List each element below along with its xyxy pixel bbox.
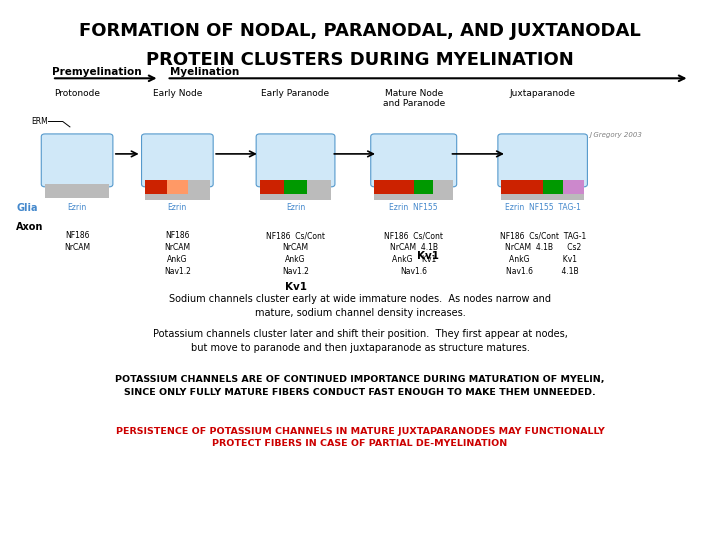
Text: NrCAM: NrCAM	[164, 243, 190, 252]
Text: NF186  Cs/Cont: NF186 Cs/Cont	[384, 231, 444, 240]
Bar	[307, 180, 331, 194]
Bar	[501, 194, 584, 200]
Text: ERM: ERM	[32, 117, 48, 126]
Text: Mature Node
and Paranode: Mature Node and Paranode	[382, 89, 445, 109]
Text: Ezrin: Ezrin	[286, 204, 305, 212]
Bar	[394, 180, 414, 194]
Text: Kv1: Kv1	[284, 282, 307, 292]
Text: AnkG    Kv1: AnkG Kv1	[392, 255, 436, 264]
Bar	[145, 194, 210, 200]
Bar	[284, 180, 307, 194]
Text: AnkG: AnkG	[167, 255, 188, 264]
FancyBboxPatch shape	[498, 134, 588, 187]
Bar	[522, 180, 543, 194]
Text: Ezrin: Ezrin	[168, 204, 187, 212]
Text: Ezrin  NF155  TAG-1: Ezrin NF155 TAG-1	[505, 204, 580, 212]
Text: Axon: Axon	[16, 222, 44, 232]
Text: Premyelination: Premyelination	[52, 66, 142, 77]
Text: Nav1.6            4.1B: Nav1.6 4.1B	[506, 267, 579, 276]
Bar	[374, 180, 394, 194]
Text: Early Paranode: Early Paranode	[261, 89, 330, 98]
Text: NrCAM  4.1B      Cs2: NrCAM 4.1B Cs2	[505, 243, 581, 252]
Text: Kv1: Kv1	[417, 251, 439, 261]
Bar	[563, 180, 584, 194]
Bar	[374, 194, 453, 200]
Bar	[260, 180, 284, 194]
Text: AnkG              Kv1: AnkG Kv1	[508, 255, 577, 264]
Text: AnkG: AnkG	[285, 255, 306, 264]
Text: Potassium channels cluster later and shift their position.  They first appear at: Potassium channels cluster later and shi…	[153, 329, 567, 353]
Bar	[260, 194, 331, 200]
Text: Early Node: Early Node	[153, 89, 202, 98]
FancyBboxPatch shape	[256, 134, 335, 187]
FancyBboxPatch shape	[371, 134, 456, 187]
Bar	[501, 180, 522, 194]
Text: FORMATION OF NODAL, PARANODAL, AND JUXTANODAL: FORMATION OF NODAL, PARANODAL, AND JUXTA…	[79, 22, 641, 39]
Bar	[414, 180, 433, 194]
Text: Protonode: Protonode	[54, 89, 100, 98]
Text: Juxtaparanode: Juxtaparanode	[510, 89, 576, 98]
Text: Ezrin: Ezrin	[68, 204, 86, 212]
Bar	[166, 180, 188, 194]
Text: NrCAM: NrCAM	[64, 243, 90, 252]
Text: Myelination: Myelination	[170, 66, 240, 77]
Bar	[188, 180, 210, 194]
Text: Nav1.2: Nav1.2	[282, 267, 309, 276]
Text: Ezrin  NF155: Ezrin NF155	[390, 204, 438, 212]
Text: Glia: Glia	[16, 203, 37, 213]
Bar	[433, 180, 453, 194]
Bar	[45, 184, 109, 198]
Text: Nav1.2: Nav1.2	[164, 267, 191, 276]
Text: NF186  Cs/Cont  TAG-1: NF186 Cs/Cont TAG-1	[500, 231, 586, 240]
Text: NF186  Cs/Cont: NF186 Cs/Cont	[266, 231, 325, 240]
Bar	[543, 180, 563, 194]
Text: J Gregory 2003: J Gregory 2003	[589, 132, 642, 138]
Text: Sodium channels cluster early at wide immature nodes.  As nodes narrow and
matur: Sodium channels cluster early at wide im…	[169, 294, 551, 318]
Text: NF186: NF186	[65, 231, 89, 240]
FancyBboxPatch shape	[41, 134, 113, 187]
Text: NrCAM: NrCAM	[282, 243, 309, 252]
Bar	[145, 180, 166, 194]
Text: NF186: NF186	[165, 231, 189, 240]
Text: Nav1.6: Nav1.6	[400, 267, 427, 276]
Text: PERSISTENCE OF POTASSIUM CHANNELS IN MATURE JUXTAPARANODES MAY FUNCTIONALLY
PROT: PERSISTENCE OF POTASSIUM CHANNELS IN MAT…	[116, 427, 604, 448]
FancyBboxPatch shape	[142, 134, 213, 187]
Text: POTASSIUM CHANNELS ARE OF CONTINUED IMPORTANCE DURING MATURATION OF MYELIN,
SINC: POTASSIUM CHANNELS ARE OF CONTINUED IMPO…	[115, 375, 605, 397]
Text: PROTEIN CLUSTERS DURING MYELINATION: PROTEIN CLUSTERS DURING MYELINATION	[146, 51, 574, 69]
Text: NrCAM  4.1B: NrCAM 4.1B	[390, 243, 438, 252]
